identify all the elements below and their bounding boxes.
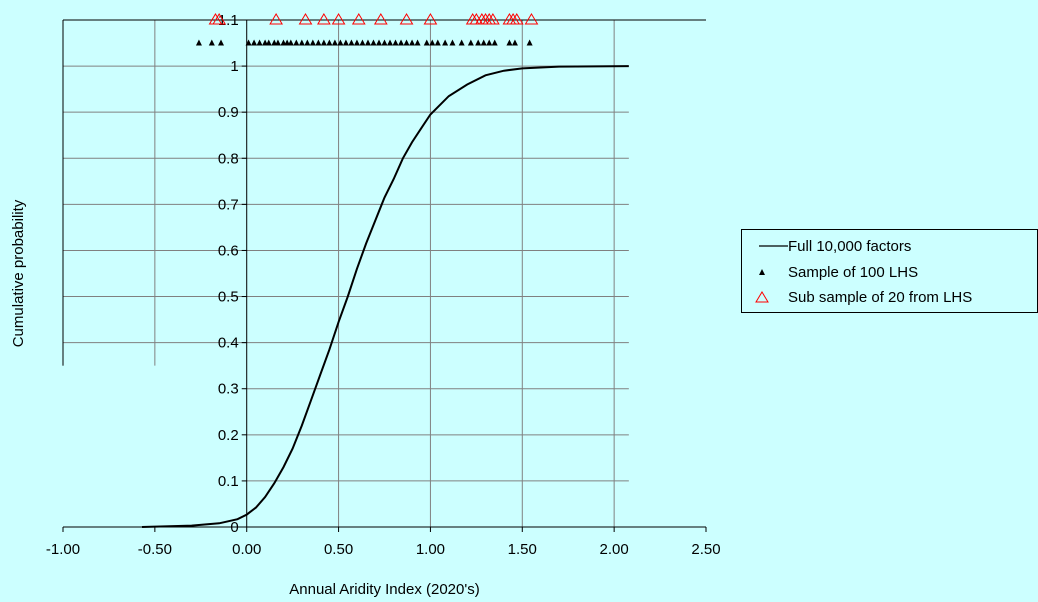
sample-marker [274, 39, 281, 46]
sample-marker [392, 39, 399, 46]
sample-marker [251, 39, 258, 46]
subsample-marker [399, 13, 414, 25]
sample-marker [320, 39, 327, 46]
legend: Full 10,000 factors Sample of 100 LHS Su… [741, 229, 1038, 313]
sample-marker [217, 39, 224, 46]
sample-marker [287, 39, 294, 46]
series-group [141, 13, 629, 528]
sample-marker [364, 39, 371, 46]
sample-marker [398, 39, 405, 46]
sample-marker [195, 39, 202, 46]
sample-marker [486, 39, 493, 46]
subsample-marker [331, 13, 346, 25]
sample-marker [293, 39, 300, 46]
sample-marker [370, 39, 377, 46]
sample-marker [491, 39, 498, 46]
legend-item-sample: Sample of 100 LHS [742, 261, 918, 283]
sample-marker [429, 39, 436, 46]
sample-marker [331, 39, 338, 46]
gridlines [62, 20, 629, 527]
open-triangle-icon [742, 286, 788, 308]
sample-marker [480, 39, 487, 46]
sample-marker [387, 39, 394, 46]
sample-marker [326, 39, 333, 46]
subsample-marker [212, 13, 227, 25]
cdf-line [141, 65, 629, 528]
sample-marker [375, 39, 382, 46]
subsample-marker [524, 13, 539, 25]
y-tick-label: 1 [230, 58, 238, 75]
sample-marker [309, 39, 316, 46]
y-tick-label: 0.5 [218, 289, 239, 306]
y-tick-label: 0.2 [218, 427, 239, 444]
sample-marker [414, 39, 421, 46]
sample-marker [298, 39, 305, 46]
x-tick-label: 2.00 [600, 541, 629, 558]
sample-marker [342, 39, 349, 46]
sample-marker [458, 39, 465, 46]
y-tick-label: 0.8 [218, 150, 239, 167]
x-tick-label: 1.00 [416, 541, 445, 558]
sample-marker [245, 39, 252, 46]
legend-item-subsample: Sub sample of 20 from LHS [742, 286, 972, 308]
sample-marker [526, 39, 533, 46]
y-tick-label: 0.9 [218, 104, 239, 121]
y-tick-label: 0.6 [218, 242, 239, 259]
sample-marker [353, 39, 360, 46]
sample-marker [265, 39, 272, 46]
legend-label-subsample: Sub sample of 20 from LHS [788, 288, 973, 306]
subsample-marker [351, 13, 366, 25]
sample-marker [449, 39, 456, 46]
legend-label-full: Full 10,000 factors [788, 237, 912, 255]
x-tick-label: 1.50 [508, 541, 537, 558]
subsample-marker [373, 13, 388, 25]
y-tick-label: 0.7 [218, 196, 239, 213]
y-tick-label: 0.3 [218, 381, 239, 398]
y-axis-label: Cumulative probability [10, 199, 27, 347]
sample-marker [348, 39, 355, 46]
subsample-marker [298, 13, 313, 25]
x-tick-label: -0.50 [138, 541, 172, 558]
y-tick-label: 0.4 [218, 335, 239, 352]
sample-marker [506, 39, 513, 46]
axes: -1.00 -0.50 0.00 0.50 1.00 1.50 2.00 2.50 0 0.1 0.… [46, 12, 721, 558]
subsample-marker [509, 13, 524, 25]
sample-marker [256, 39, 263, 46]
legend-item-full: Full 10,000 factors [742, 235, 911, 257]
sample-marker [359, 39, 366, 46]
x-tick-label: 0.00 [232, 541, 261, 558]
x-tick-label: 2.50 [691, 541, 720, 558]
sample-marker [337, 39, 344, 46]
sample-marker [423, 39, 430, 46]
sample-marker [315, 39, 322, 46]
sample-marker [475, 39, 482, 46]
filled-triangle-icon [742, 261, 788, 283]
y-tick-label: 1.1 [218, 12, 239, 29]
sample-marker [409, 39, 416, 46]
x-tick-label: -1.00 [46, 541, 80, 558]
sample-marker [208, 39, 215, 46]
subsample-marker [486, 13, 500, 25]
y-tick-label: 0.1 [218, 473, 239, 490]
sample-marker [511, 39, 518, 46]
line-swatch-icon [742, 235, 788, 257]
legend-label-sample: Sample of 100 LHS [788, 263, 919, 281]
x-axis-label: Annual Aridity Index (2020's) [289, 581, 479, 598]
subsample-marker [316, 13, 331, 25]
sample-marker [434, 39, 441, 46]
subsample-marker [423, 13, 438, 25]
subsample-marker [269, 13, 283, 25]
sample-marker [403, 39, 410, 46]
sample-marker [304, 39, 311, 46]
sample-marker [442, 39, 449, 46]
x-tick-label: 0.50 [324, 541, 353, 558]
y-tick-label: 0 [230, 519, 238, 536]
sample-marker [467, 39, 474, 46]
sample-marker [381, 39, 388, 46]
